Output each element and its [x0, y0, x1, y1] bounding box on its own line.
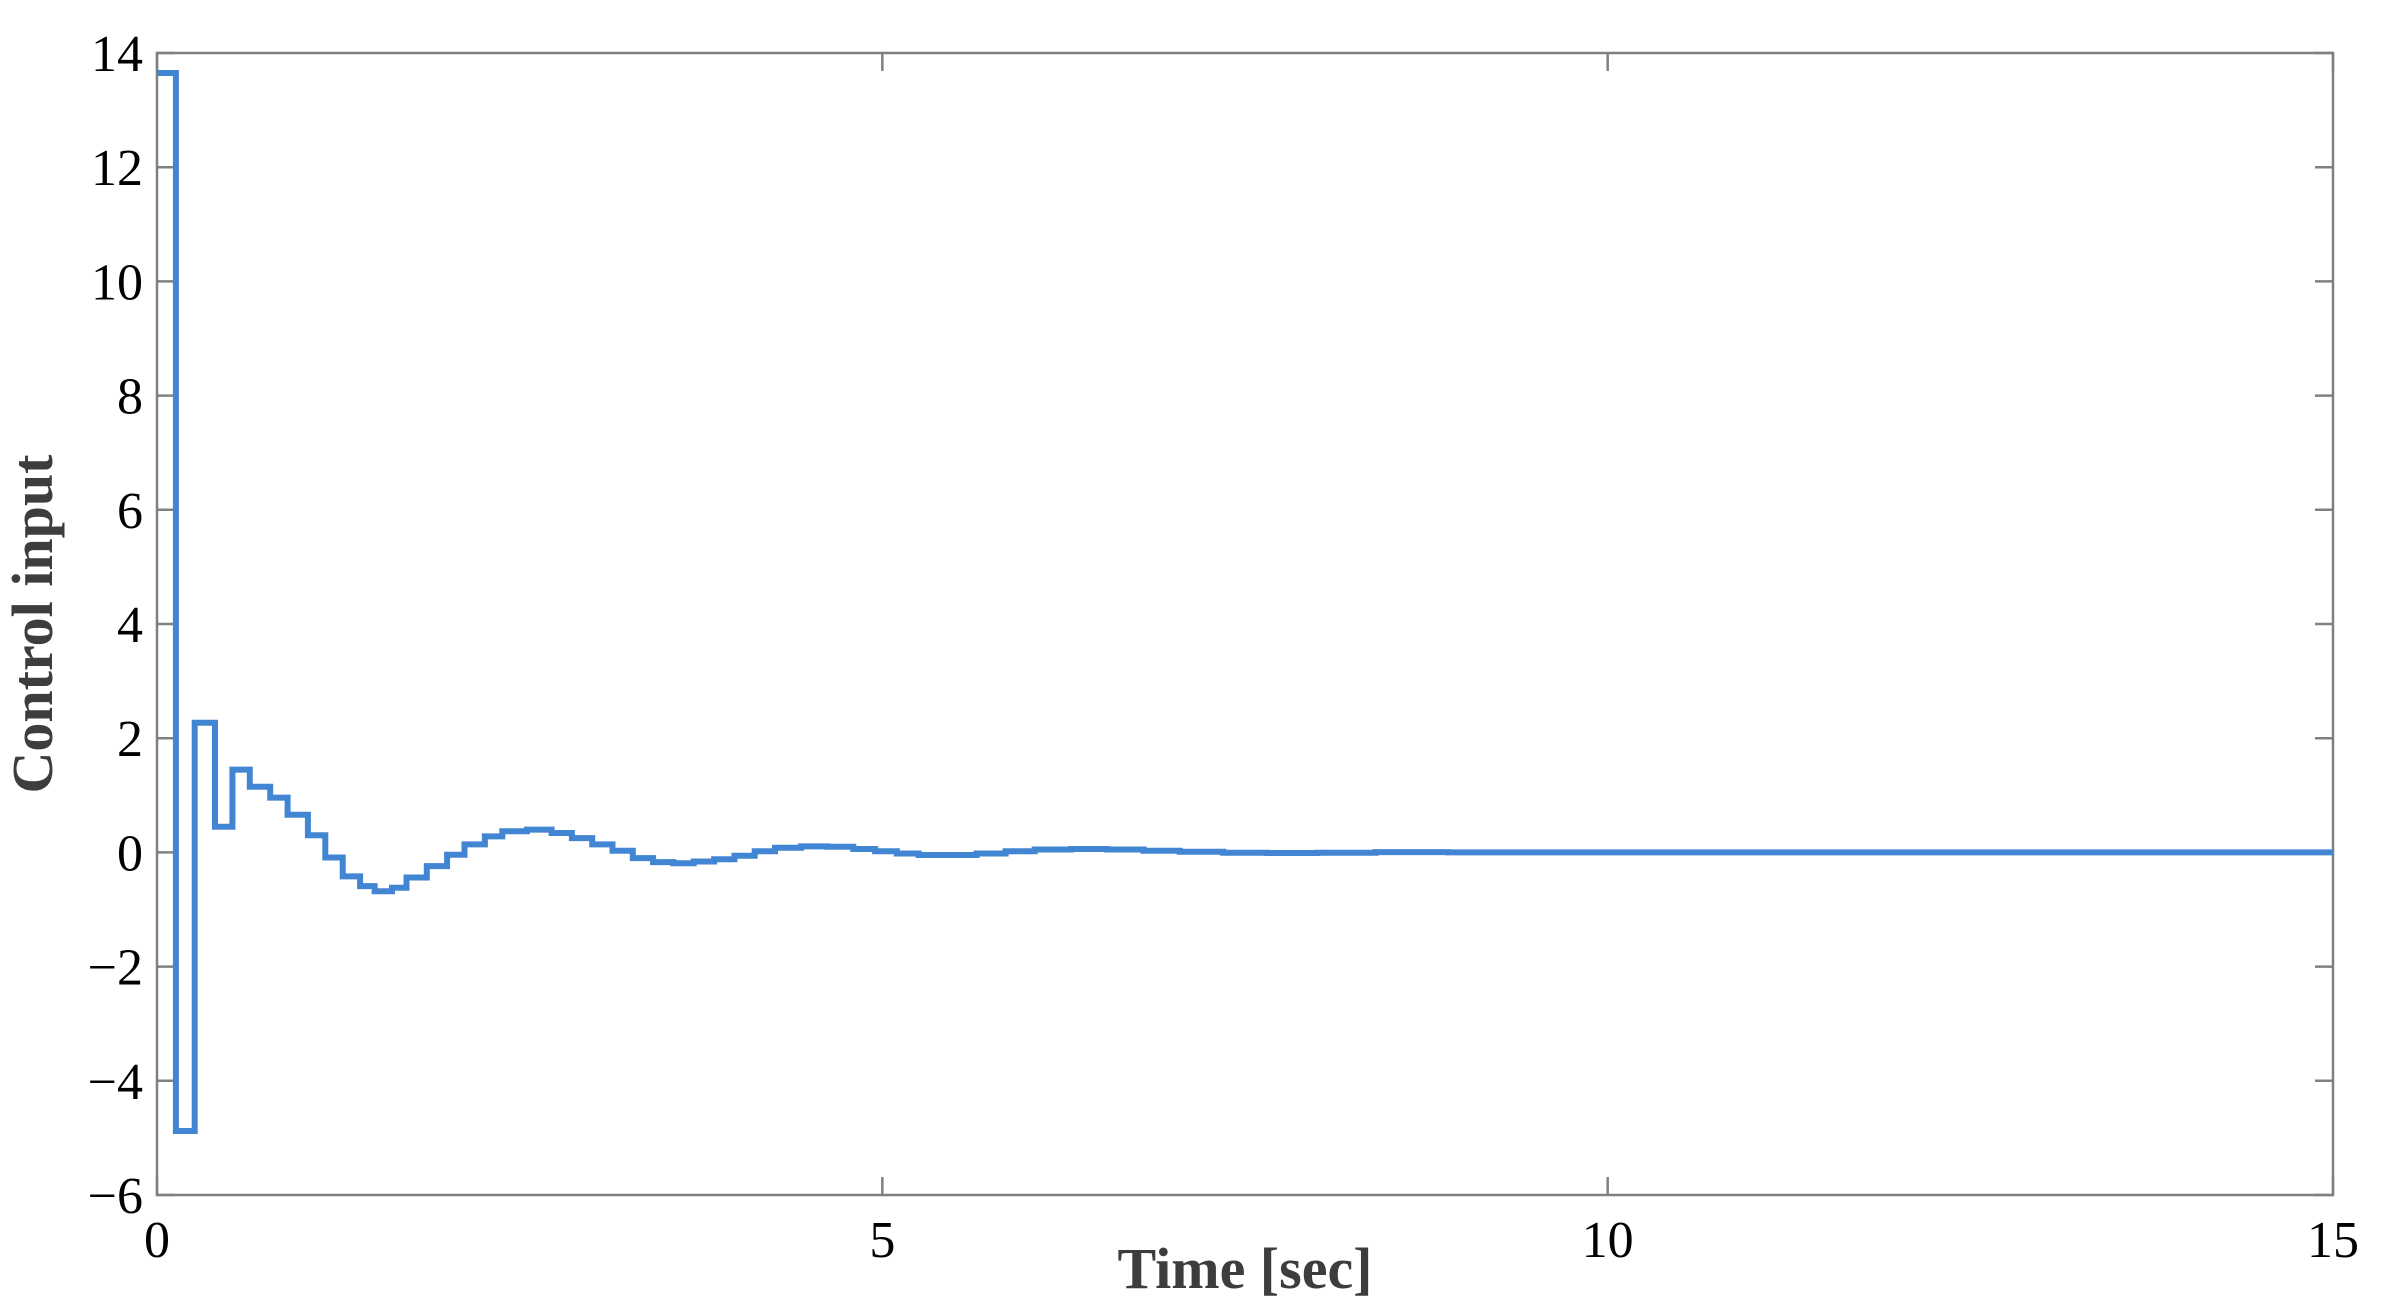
- control-input-line: [157, 70, 2333, 1134]
- y-tick-label: −6: [88, 1168, 143, 1225]
- y-tick-label: 12: [91, 140, 143, 197]
- plot-box: [155, 51, 2335, 1197]
- x-tick-label: 10: [1582, 1212, 1634, 1269]
- y-tick-label: 10: [91, 254, 143, 311]
- axis-ticks: [155, 51, 2335, 1197]
- x-tick-label: 5: [869, 1212, 895, 1269]
- y-tick-label: 0: [117, 825, 143, 882]
- x-tick-label: 15: [2307, 1212, 2359, 1269]
- y-tick-label: 14: [91, 26, 143, 83]
- x-tick-label: 0: [144, 1212, 170, 1269]
- y-tick-label: −4: [88, 1054, 143, 1111]
- y-tick-label: 8: [117, 369, 143, 426]
- y-tick-label: 2: [117, 711, 143, 768]
- y-tick-label: 6: [117, 483, 143, 540]
- x-axis-label: Time [sec]: [1118, 1236, 1373, 1301]
- y-tick-label: 4: [117, 597, 143, 654]
- y-tick-label: −2: [88, 940, 143, 997]
- tick-labels: 0 5 10 15 −6 −4 −2 0 2 4 6 8 10 12 14: [88, 26, 2359, 1269]
- y-axis-label: Control input: [0, 454, 65, 794]
